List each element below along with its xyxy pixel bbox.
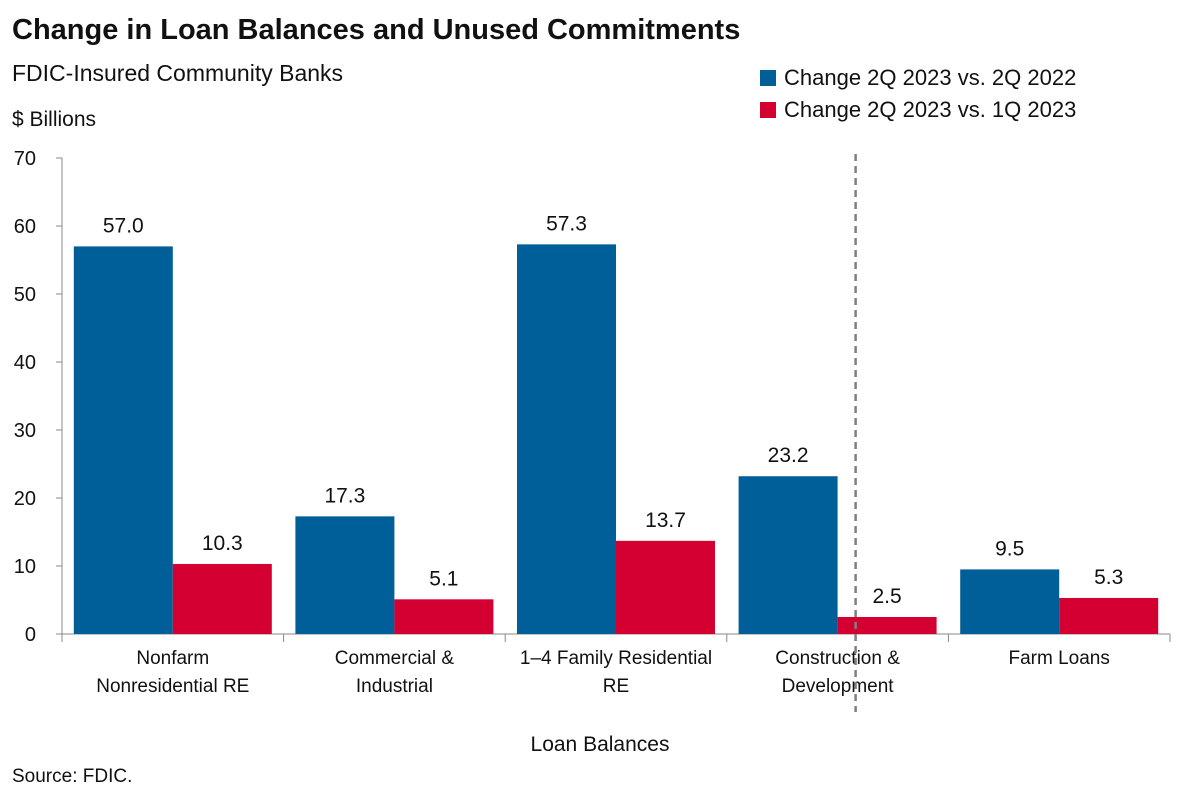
bar-series-2 (837, 617, 937, 634)
chart-title: Change in Loan Balances and Unused Commi… (12, 14, 741, 46)
data-label-series-2: 5.3 (1094, 566, 1123, 589)
bar-series-1 (517, 244, 616, 635)
legend-item-series-2: Change 2Q 2023 vs. 1Q 2023 (760, 94, 1076, 126)
legend-label-series-1: Change 2Q 2023 vs. 2Q 2022 (784, 65, 1077, 90)
y-tick-label: 10 (14, 556, 36, 578)
bar-series-2 (394, 599, 494, 634)
category-label: Construction & (775, 648, 900, 669)
bar-series-2 (616, 540, 715, 634)
category-label: Nonfarm (136, 648, 209, 669)
legend-label-series-2: Change 2Q 2023 vs. 1Q 2023 (784, 97, 1077, 122)
category-label: Commercial & (335, 648, 455, 669)
y-tick-label: 30 (14, 420, 36, 442)
x-axis-title: Loan Balances (530, 733, 670, 756)
chart-subtitle: FDIC-Insured Community Banks (12, 60, 344, 86)
legend-item-series-1: Change 2Q 2023 vs. 2Q 2022 (760, 62, 1076, 94)
y-tick-label: 0 (25, 624, 36, 646)
y-tick-label: 50 (14, 284, 36, 306)
category-label: Industrial (356, 676, 433, 697)
data-label-series-1: 9.5 (995, 537, 1024, 560)
y-tick-label: 20 (14, 488, 36, 510)
y-axis-unit-label: $ Billions (12, 108, 97, 131)
bar-series-1 (738, 476, 838, 634)
category-label: RE (603, 676, 629, 697)
legend-swatch-series-2 (760, 102, 776, 118)
y-tick-label: 40 (14, 352, 36, 374)
data-label-series-2: 13.7 (645, 509, 686, 532)
bar-series-1 (295, 516, 395, 634)
category-label: 1–4 Family Residential (520, 648, 712, 669)
bar-series-2 (172, 563, 272, 634)
y-tick-label: 70 (14, 148, 36, 170)
data-label-series-1: 23.2 (768, 444, 809, 467)
category-label: Nonresidential RE (96, 676, 249, 697)
data-label-series-2: 2.5 (872, 585, 901, 608)
y-tick-label: 60 (14, 216, 36, 238)
data-label-series-1: 17.3 (324, 484, 365, 507)
legend-swatch-series-1 (760, 70, 776, 86)
data-label-series-2: 10.3 (202, 532, 243, 555)
bar-series-1 (73, 246, 173, 634)
category-label: Farm Loans (1009, 648, 1110, 669)
legend: Change 2Q 2023 vs. 2Q 2022 Change 2Q 202… (760, 62, 1076, 126)
data-label-series-1: 57.0 (103, 214, 144, 237)
data-label-series-2: 5.1 (429, 567, 458, 590)
bar-series-2 (1059, 597, 1159, 634)
category-label: Development (782, 676, 895, 697)
bar-series-1 (960, 569, 1060, 634)
source-note: Source: FDIC. (12, 766, 133, 787)
data-label-series-1: 57.3 (546, 212, 587, 235)
